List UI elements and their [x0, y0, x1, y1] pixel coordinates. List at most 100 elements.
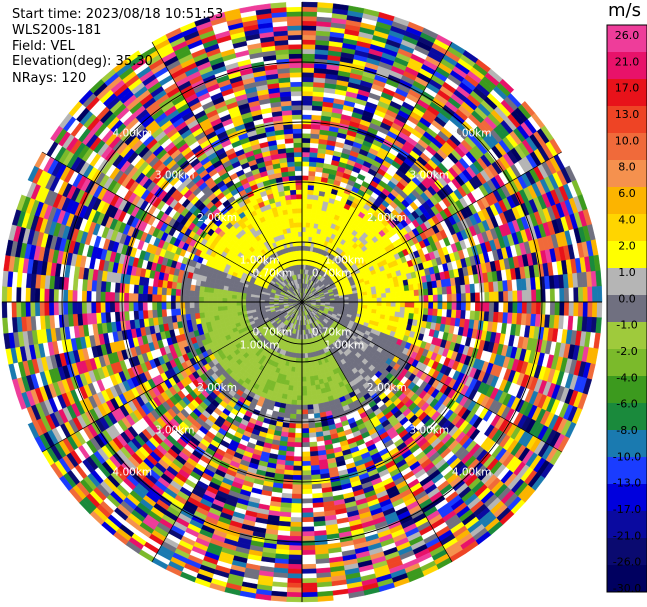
range-gate	[446, 301, 453, 311]
range-gate	[307, 408, 315, 415]
range-gate	[286, 596, 303, 603]
range-gate	[554, 301, 561, 316]
range-gate	[301, 362, 306, 368]
range-gate	[290, 503, 303, 509]
range-gate	[301, 34, 317, 41]
range-gate	[587, 286, 593, 303]
range-gate	[289, 531, 303, 537]
range-gate	[301, 15, 318, 22]
range-gate	[291, 488, 303, 495]
range-gate	[301, 554, 316, 561]
range-gate	[312, 194, 320, 201]
range-gate	[301, 386, 307, 392]
range-gate	[301, 123, 312, 130]
range-gate	[559, 288, 565, 303]
range-gate	[287, 568, 303, 575]
range-gate	[385, 292, 392, 298]
range-gate	[587, 301, 593, 318]
range-gate	[595, 317, 602, 334]
range-gate	[498, 291, 504, 303]
range-gate	[283, 469, 294, 476]
range-gate	[301, 451, 311, 457]
range-gate	[310, 133, 320, 140]
range-gate	[493, 301, 500, 313]
range-gate	[381, 297, 387, 303]
range-gate	[289, 521, 303, 528]
range-gate	[441, 309, 448, 318]
range-gate	[422, 308, 429, 316]
range-gate	[301, 175, 309, 181]
range-gate	[297, 381, 303, 387]
range-gate	[386, 297, 392, 303]
range-gate	[286, 582, 303, 589]
range-gate	[301, 208, 308, 214]
range-gate	[288, 549, 303, 556]
range-gate	[568, 301, 575, 317]
range-gate	[375, 289, 382, 295]
range-gate	[535, 301, 542, 315]
range-gate	[432, 287, 439, 296]
range-gate	[432, 308, 439, 317]
range-gate	[301, 100, 313, 106]
range-gate	[296, 400, 303, 406]
range-gate	[460, 301, 467, 311]
range-gate	[287, 432, 296, 439]
range-gate	[288, 422, 296, 429]
range-gate	[367, 298, 373, 303]
range-gate	[307, 404, 314, 410]
range-gate	[284, 403, 292, 410]
range-gate	[464, 284, 471, 294]
range-gate	[291, 484, 303, 490]
range-gate	[301, 521, 315, 528]
range-gate	[311, 483, 322, 490]
range-gate	[301, 577, 317, 584]
range-gate	[301, 86, 314, 92]
range-gate	[305, 231, 310, 237]
range-gate	[308, 366, 314, 373]
range-gate	[301, 545, 316, 551]
range-gate	[371, 297, 378, 303]
range-gate	[301, 25, 317, 31]
range-gate	[517, 290, 523, 303]
range-gate	[484, 291, 490, 303]
range-gate	[413, 307, 420, 315]
range-gate	[427, 308, 434, 316]
range-gate	[423, 295, 429, 303]
range-gate	[301, 428, 310, 434]
range-gate	[290, 404, 297, 410]
range-gate	[297, 376, 303, 382]
range-gate	[309, 446, 318, 453]
range-gate	[301, 95, 314, 101]
range-gate	[301, 165, 310, 172]
range-gate	[285, 398, 292, 405]
range-gate	[301, 442, 310, 448]
range-gate	[301, 189, 309, 195]
range-gate	[469, 283, 476, 294]
range-gate	[305, 367, 310, 373]
range-gate	[427, 288, 434, 296]
range-gate	[381, 301, 387, 307]
range-gate	[301, 531, 315, 537]
range-gate	[301, 395, 308, 401]
range-gate	[301, 142, 311, 148]
range-gate	[294, 428, 303, 434]
range-gate	[437, 301, 443, 310]
range-gate	[404, 301, 411, 308]
range-gate	[398, 285, 405, 292]
range-gate	[309, 156, 318, 163]
range-gate	[306, 208, 313, 214]
range-gate	[474, 301, 481, 312]
range-gate	[464, 310, 471, 320]
range-gate	[309, 151, 318, 158]
range-gate	[301, 367, 306, 373]
range-gate	[292, 381, 299, 387]
range-gate	[301, 559, 316, 565]
range-gate	[291, 390, 298, 396]
range-gate	[301, 222, 307, 228]
range-gate	[436, 287, 443, 296]
range-gate	[385, 287, 391, 294]
range-gate	[483, 311, 490, 322]
range-gate	[295, 423, 303, 429]
range-gate	[301, 563, 317, 570]
range-gate	[353, 295, 359, 300]
